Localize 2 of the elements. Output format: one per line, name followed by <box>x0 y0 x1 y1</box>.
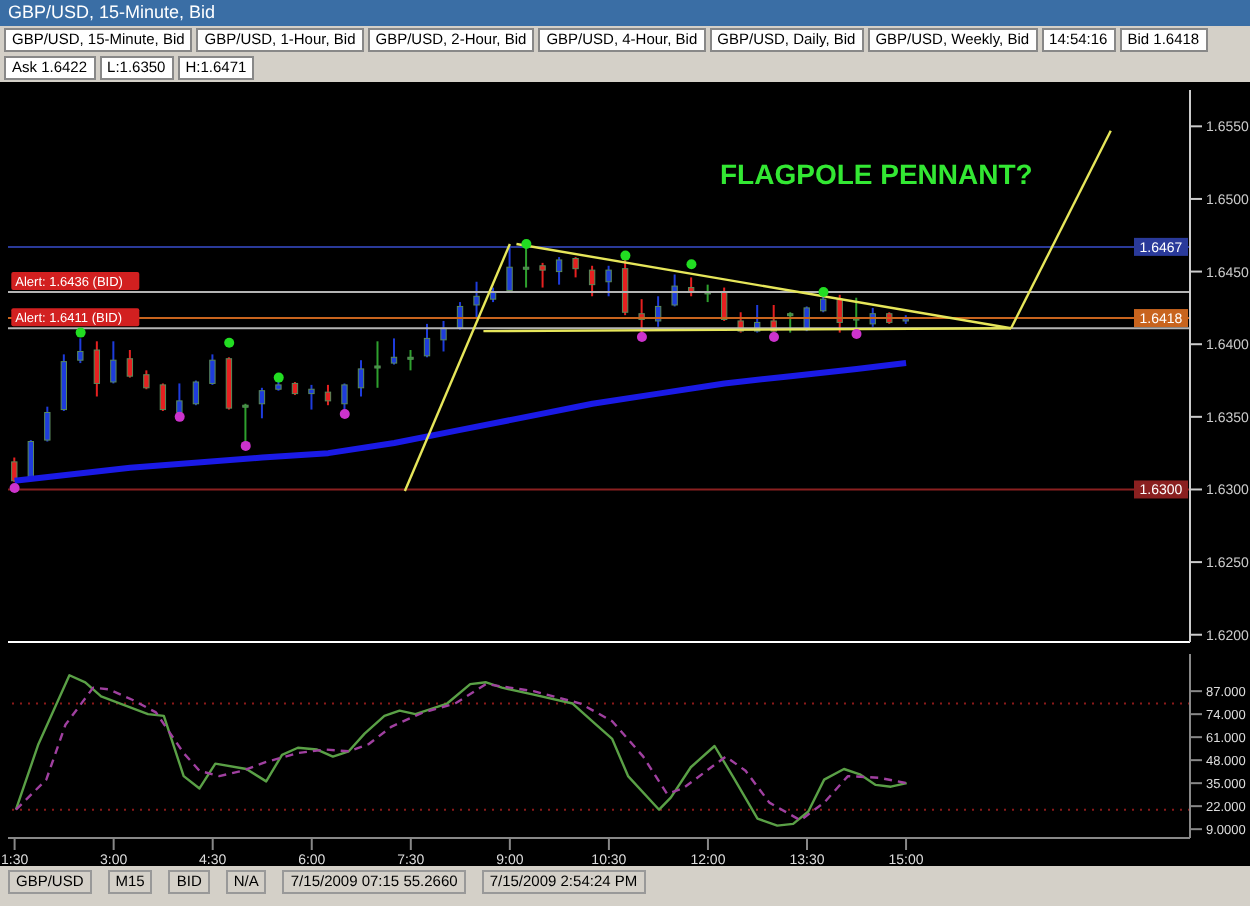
annotation: FLAGPOLE PENNANT? <box>720 158 1033 190</box>
chart-title: GBP/USD, 15-Minute, Bid <box>0 0 1250 26</box>
